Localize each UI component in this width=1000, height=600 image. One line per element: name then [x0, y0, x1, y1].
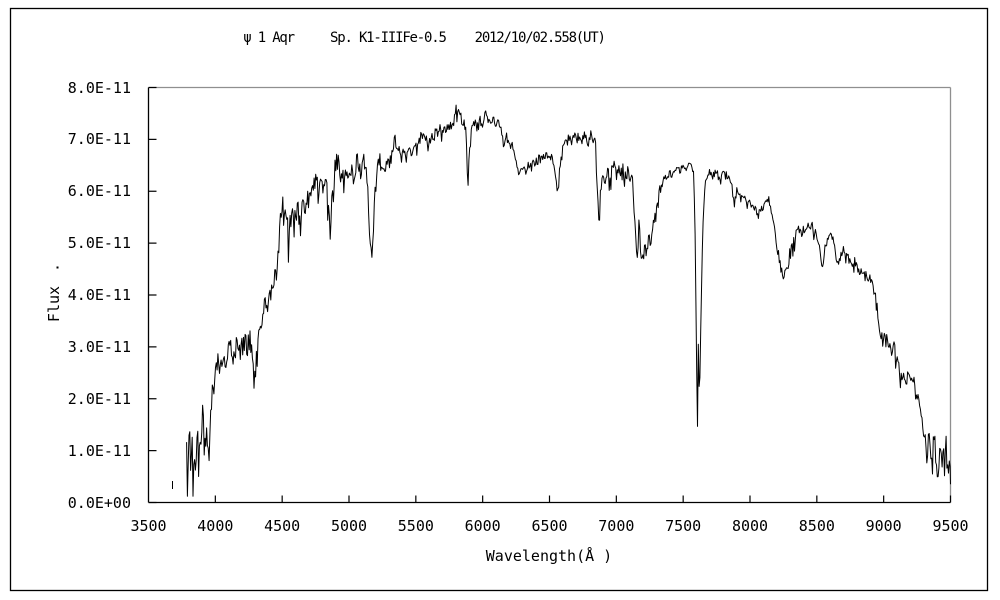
x-tick-label: 7500 [665, 517, 702, 535]
x-tick-label: 6000 [464, 517, 501, 535]
y-tick-label: 7.0E-11 [67, 130, 131, 149]
y-tick-label: 4.0E-11 [67, 286, 131, 304]
spectrum-line [186, 104, 951, 497]
x-tick-label: 9500 [932, 517, 969, 535]
x-tick-label: 5000 [330, 517, 368, 535]
x-tick-label: 4500 [264, 517, 301, 535]
x-tick-label: 6500 [531, 517, 568, 535]
axis-ticks [148, 86, 952, 504]
y-tick-label: 1.0E-11 [67, 441, 131, 460]
x-tick-label: 7000 [598, 517, 635, 535]
x-tick-label: 9000 [865, 517, 902, 535]
y-tick-label: 2.0E-11 [67, 389, 131, 408]
y-tick-label: 3.0E-11 [67, 337, 131, 356]
page-border [9, 7, 989, 592]
chart-title: ψ 1 Aqr Sp. K1-IIIFe-0.5 2012/10/02.558(… [243, 30, 606, 46]
x-tick-label: 3500 [130, 517, 167, 535]
y-tick-label: 8.0E-11 [67, 78, 131, 97]
x-tick-label: 8500 [798, 517, 835, 535]
x-axis-title: Wavelength(Å ) [485, 547, 613, 565]
x-tick-label: 5500 [397, 517, 434, 535]
x-tick-label: 4000 [197, 517, 234, 535]
stray-dot [56, 266, 59, 269]
y-tick-label: 5.0E-11 [67, 234, 131, 253]
y-tick-label: 6.0E-11 [67, 182, 131, 201]
x-tick-label: 8000 [731, 517, 769, 535]
y-tick-label: 0.0E+00 [67, 493, 131, 512]
